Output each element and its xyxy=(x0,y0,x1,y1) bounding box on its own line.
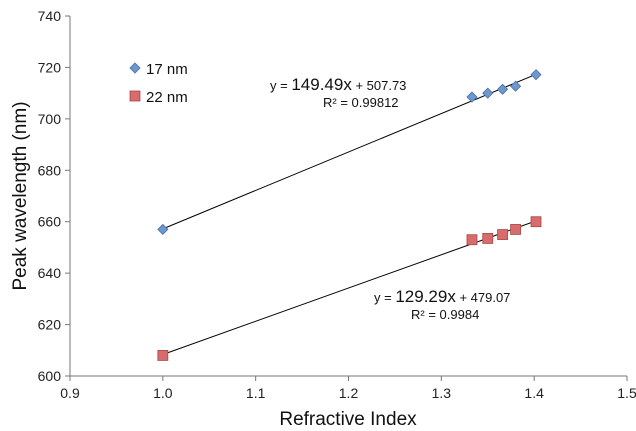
trendline-2 xyxy=(162,220,537,355)
data-point-series-1 xyxy=(466,91,478,103)
data-point-series-1 xyxy=(482,87,494,99)
data-point-series-1 xyxy=(530,69,542,81)
y-tick-label: 740 xyxy=(38,8,62,24)
y-tick-label: 600 xyxy=(38,368,62,384)
x-tick-label: 1.2 xyxy=(339,385,359,401)
r-squared-2: R² = 0.9984 xyxy=(411,307,479,322)
y-tick-label: 660 xyxy=(38,214,62,230)
legend: 17 nm 22 nm xyxy=(129,61,188,106)
x-tick-label: 1.3 xyxy=(432,385,452,401)
data-point-series-1 xyxy=(497,83,509,95)
x-tick-label: 1.5 xyxy=(617,385,636,401)
legend-marker-2 xyxy=(129,90,141,102)
equation-2: y = 129.29x + 479.07 xyxy=(374,287,510,306)
data-point-series-1 xyxy=(157,223,169,235)
data-point-series-2 xyxy=(510,224,522,235)
axes xyxy=(65,15,628,381)
y-tick-label: 640 xyxy=(38,265,62,281)
data-point-series-2 xyxy=(530,216,542,228)
y-tick-label: 700 xyxy=(38,111,62,127)
legend-label-2: 22 nm xyxy=(146,89,188,106)
data-points xyxy=(157,69,542,361)
y-axis-label: Peak wavelength (nm) xyxy=(10,101,31,290)
x-tick-label: 0.9 xyxy=(60,385,80,401)
legend-label-1: 17 nm xyxy=(146,61,188,78)
equation-1: y = 149.49x + 507.73 xyxy=(270,75,406,94)
y-tick-label: 620 xyxy=(38,317,62,333)
r-squared-1: R² = 0.99812 xyxy=(323,95,399,110)
data-point-series-2 xyxy=(157,350,169,361)
data-point-series-2 xyxy=(466,234,478,246)
legend-marker-1 xyxy=(129,62,141,74)
data-point-series-2 xyxy=(482,233,494,244)
x-tick-label: 1.4 xyxy=(524,385,544,401)
x-tick-label: 1.0 xyxy=(153,385,173,401)
x-axis-label: Refractive Index xyxy=(279,409,417,430)
trendlines xyxy=(162,73,537,355)
y-tick-label: 720 xyxy=(38,59,62,75)
data-point-series-1 xyxy=(510,80,522,92)
tick-labels: 0.9 1.0 1.1 1.2 1.3 1.4 1.5 600 620 640 660 680 700 7… xyxy=(38,8,636,401)
y-tick-label: 680 xyxy=(38,162,62,178)
x-tick-label: 1.1 xyxy=(246,385,266,401)
data-point-series-2 xyxy=(497,229,509,240)
